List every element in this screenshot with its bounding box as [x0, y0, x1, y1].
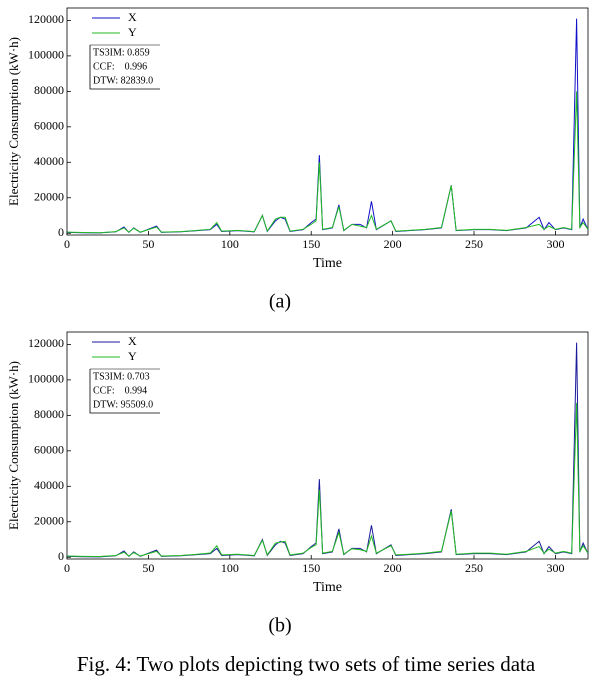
y-tick-label: 20000: [34, 190, 64, 204]
y-tick-label: 100000: [28, 372, 64, 386]
figure-caption: Fig. 4: Two plots depicting two sets of …: [77, 652, 536, 676]
x-tick-label: 200: [384, 561, 402, 575]
y-tick-label: 80000: [34, 407, 64, 421]
y-tick-label: 20000: [34, 514, 64, 528]
y-tick-label: 60000: [34, 119, 64, 133]
x-tick-label: 100: [221, 237, 239, 251]
plot-frame: [66, 331, 589, 560]
subcaption: (b): [268, 615, 291, 637]
y-tick-label: 60000: [34, 443, 64, 457]
x-axis-label: Time: [313, 580, 342, 595]
x-tick-label: 150: [302, 561, 320, 575]
legend-label: X: [128, 10, 137, 24]
annotation: CCF: 0.994: [93, 385, 147, 396]
x-tick-label: 250: [465, 237, 483, 251]
y-tick-label: 120000: [28, 12, 64, 26]
x-tick-label: 50: [142, 237, 154, 251]
y-tick-label: 120000: [28, 336, 64, 350]
legend-label: X: [128, 334, 137, 348]
x-axis-label: Time: [313, 256, 342, 271]
annotation-box: [89, 45, 160, 90]
y-tick-label: 40000: [34, 478, 64, 492]
plot-frame: [66, 7, 589, 236]
y-tick-label: 100000: [28, 48, 64, 62]
legend-label: Y: [128, 25, 137, 39]
annotation: DTW: 82839.0: [93, 75, 153, 86]
annotation: TS3IM: 0.703: [93, 371, 150, 382]
legend-label: Y: [128, 349, 137, 363]
x-tick-label: 200: [384, 237, 402, 251]
series-line: [66, 91, 589, 234]
subcaption: (a): [269, 291, 291, 313]
chart: 0 20000 40000 60000 80000 100000 120000 0 50 100 1…: [6, 331, 589, 637]
chart: 0 20000 40000 60000 80000 100000 120000 0 50 100 1…: [6, 7, 589, 313]
x-tick-label: 100: [221, 561, 239, 575]
y-axis-label: Electricity Consumption (kW·h): [6, 361, 21, 530]
y-tick-label: 0: [58, 549, 64, 563]
x-tick-label: 300: [546, 237, 564, 251]
x-tick-label: 250: [465, 561, 483, 575]
y-tick-label: 40000: [34, 154, 64, 168]
annotation-box: [89, 369, 160, 414]
x-tick-label: 0: [64, 561, 70, 575]
y-tick-label: 80000: [34, 83, 64, 97]
annotation: TS3IM: 0.859: [93, 47, 150, 58]
y-axis-label: Electricity Consumption (kW·h): [6, 37, 21, 206]
series-line: [66, 402, 589, 558]
annotation: DTW: 95509.0: [93, 399, 153, 410]
x-tick-label: 50: [142, 561, 154, 575]
y-tick-label: 0: [58, 225, 64, 239]
x-tick-label: 0: [64, 237, 70, 251]
annotation: CCF: 0.996: [93, 61, 147, 72]
x-tick-label: 150: [302, 237, 320, 251]
x-tick-label: 300: [546, 561, 564, 575]
